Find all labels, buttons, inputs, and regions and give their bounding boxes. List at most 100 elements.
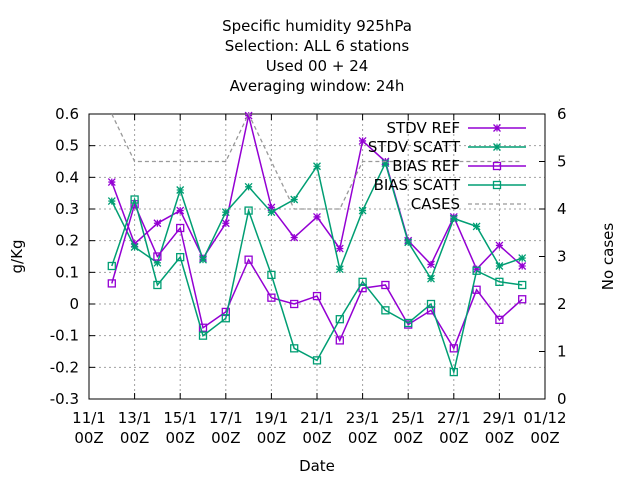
data-point [198,323,208,332]
data-point [495,315,504,324]
data-point [221,314,230,323]
y2-tick-label: 1 [557,343,567,361]
data-point [290,344,299,353]
x-tick-label-time: 00Z [530,429,559,447]
data-point [267,203,276,212]
data-point [244,255,253,264]
y-tick-label: 0.1 [55,263,79,281]
legend-item: STDV SCATT [368,138,526,156]
x-tick-label: 13/1 [118,409,152,427]
x-tick-label-time: 00Z [74,429,103,447]
x-tick-label-time: 00Z [348,429,377,447]
data-point [518,254,527,263]
data-point [176,186,185,194]
legend-item: STDV REF [386,119,526,137]
data-point [335,244,344,253]
x-axis-label: Date [299,457,335,475]
y-tick-label: -0.1 [50,327,79,345]
legend-label: STDV REF [386,119,460,137]
data-point [244,182,253,191]
data-point [427,260,435,269]
data-point [427,274,435,283]
data-point [199,255,207,264]
data-point [472,265,481,274]
data-point [267,208,276,217]
data-point [176,206,185,215]
legend-item: BIAS SCATT [374,176,526,194]
y-axis-label: g/Kg [8,240,26,274]
series-line [111,112,523,210]
data-point [107,197,116,206]
data-point [312,291,322,301]
data-point [244,206,253,215]
data-point [176,223,185,233]
y2-tick-label: 3 [557,248,567,266]
legend-marker [492,180,502,190]
chart-title: Specific humidity 925hPa Selection: ALL 6… [222,17,412,95]
data-point [313,162,321,171]
legend-label: CASES [411,195,460,213]
data-point [335,265,344,274]
data-point [472,266,481,275]
y2-tick-label: 6 [557,105,567,123]
title-line: Specific humidity 925hPa [222,17,412,35]
data-point [358,206,367,215]
legend-label: BIAS SCATT [374,176,461,194]
y-tick-label: -0.3 [50,390,79,408]
data-point [290,233,299,242]
data-point [381,159,390,168]
data-point [153,219,162,228]
data-point [290,299,299,309]
x-tick-label: 29/1 [483,409,517,427]
data-point [426,299,436,309]
axis-ticks: -0.3 -0.2 -0.1 0 0.1 0.2 0.3 0.4 0.5 0.6 0 1 2 3 4 5 6 11… [50,105,567,447]
data-point [404,318,413,328]
title-line: Used 00 + 24 [266,57,369,75]
data-point [518,280,527,290]
y-tick-label: 0.2 [55,232,79,250]
grid [89,114,545,399]
data-point [107,279,116,288]
data-point [130,243,139,251]
data-point [518,262,527,270]
data-point [153,280,162,290]
y2-tick-label: 4 [557,200,567,218]
y-tick-label: 0.4 [55,168,79,186]
data-point [130,195,139,204]
data-point [107,261,116,271]
y2-axis-label: No cases [599,223,617,291]
data-point [472,222,481,231]
data-point [358,136,367,145]
data-point [381,306,390,315]
y2-tick-label: 2 [557,295,567,313]
x-tick-label-time: 00Z [120,429,149,447]
data-point [267,293,276,302]
legend-item: CASES [411,195,526,213]
data-point [153,258,162,267]
data-point [221,208,230,217]
legend-item: BIAS REF [392,157,526,175]
data-point [495,277,504,286]
x-tick-label-time: 00Z [439,429,468,447]
data-point [244,111,253,120]
y-tick-label: 0 [69,295,79,313]
series-bias-scatt [107,195,527,377]
title-line: Selection: ALL 6 stations [225,37,410,55]
y2-tick-label: 5 [557,153,567,171]
data-point [221,219,230,228]
x-tick-label-time: 00Z [257,429,286,447]
x-tick-label-time: 00Z [485,429,514,447]
series-line [111,202,523,350]
data-point [495,241,504,250]
data-point [426,306,436,315]
data-point [335,315,344,324]
x-tick-label-time: 00Z [394,429,423,447]
series-line [111,115,523,271]
legend-marker [493,143,501,151]
x-tick-label-time: 00Z [211,429,240,447]
x-tick-label: 21/1 [300,409,334,427]
title-line: Averaging window: 24h [230,77,405,95]
x-tick-label: 23/1 [346,409,380,427]
